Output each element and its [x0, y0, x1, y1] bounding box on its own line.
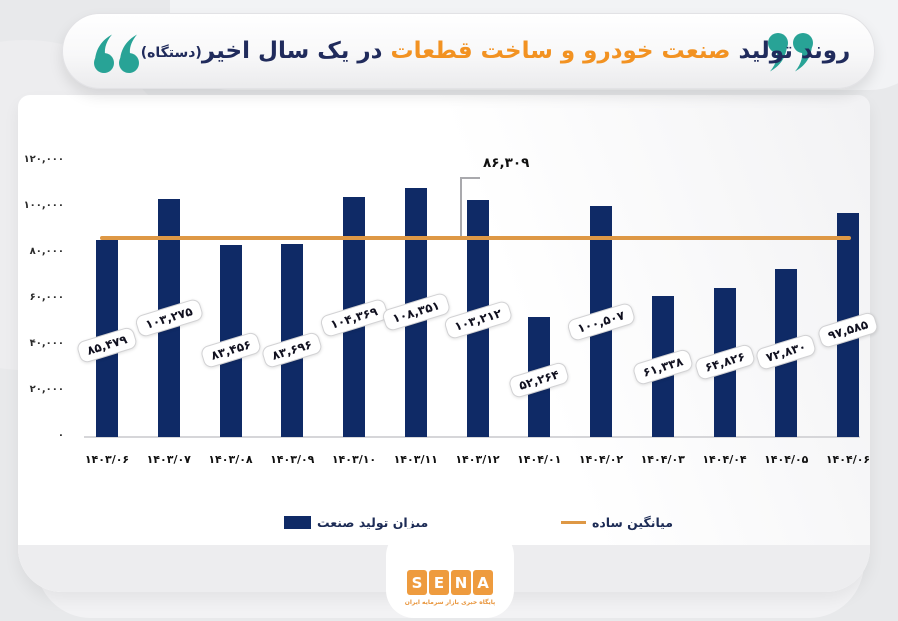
- page-title: روند تولید صنعت خودرو و ساخت قطعات در یک…: [141, 14, 851, 88]
- logo-tagline: پایگاه خبری بازار سرمایه ایران: [404, 599, 496, 606]
- logo-letter-box: S: [407, 570, 427, 595]
- title-bar: روند تولید صنعت خودرو و ساخت قطعات در یک…: [62, 13, 875, 89]
- bar-swatch-icon: [284, 516, 311, 529]
- logo-letter-box: A: [473, 570, 493, 595]
- quote-mark-icon: [766, 33, 818, 73]
- quote-mark-icon: [89, 33, 141, 73]
- legend-label: میزان تولید صنعت: [317, 515, 429, 530]
- title-part-navy: روند تولید: [738, 38, 851, 64]
- logo-letter-box: E: [429, 570, 449, 595]
- title-suffix: (دستگاه): [140, 45, 202, 61]
- title-part-navy: در یک سال اخیر: [201, 38, 383, 64]
- title-part-orange: صنعت خودرو و ساخت قطعات: [390, 38, 731, 64]
- legend-label: میانگین ساده: [592, 515, 673, 530]
- line-swatch-icon: [561, 520, 586, 525]
- legend-item-average: میانگین ساده: [561, 515, 673, 530]
- legend-item-production: میزان تولید صنعت: [284, 515, 428, 530]
- logo-letter-box: N: [451, 570, 471, 595]
- chart-card: [18, 95, 870, 592]
